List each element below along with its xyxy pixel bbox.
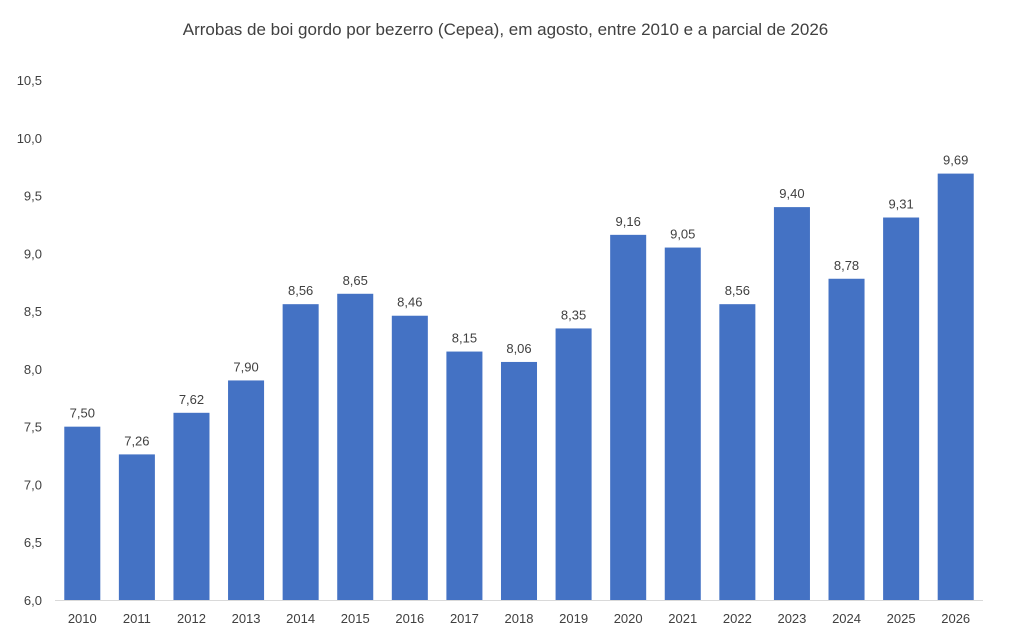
bar-2024 [828,278,865,600]
data-label-2014: 8,56 [288,283,313,298]
bar-2022 [719,304,756,600]
data-label-2013: 7,90 [233,359,258,374]
x-tick-label: 2010 [68,611,97,626]
y-tick-label: 7,5 [24,420,42,435]
bar-2014 [282,304,319,600]
bar-2023 [773,207,810,600]
data-label-2015: 8,65 [343,273,368,288]
data-label-2016: 8,46 [397,295,422,310]
y-tick-label: 9,5 [24,189,42,204]
data-label-2019: 8,35 [561,307,586,322]
bar-2013 [228,380,265,600]
x-tick-label: 2019 [559,611,588,626]
bar-2010 [64,426,101,600]
x-tick-label: 2021 [668,611,697,626]
x-tick-label: 2014 [286,611,315,626]
y-tick-label: 9,0 [24,246,42,261]
x-tick-label: 2015 [341,611,370,626]
y-tick-label: 6,5 [24,535,42,550]
data-label-2023: 9,40 [779,186,804,201]
x-tick-label: 2011 [123,611,151,626]
bar-2012 [173,412,210,600]
y-tick-label: 6,0 [24,593,42,608]
y-tick-label: 7,0 [24,477,42,492]
bar-2016 [391,315,428,600]
bar-2021 [664,247,701,601]
data-label-2022: 8,56 [725,283,750,298]
bar-2017 [446,351,483,600]
x-axis-ticks: 2010 2011 2012 2013 2014 2015 2016 2017 2018 2019… [68,611,970,626]
x-tick-label: 2025 [887,611,916,626]
data-label-2018: 8,06 [506,341,531,356]
x-tick-label: 2012 [177,611,206,626]
x-tick-label: 2024 [832,611,861,626]
data-label-2024: 8,78 [834,258,859,273]
chart-title: Arrobas de boi gordo por bezerro (Cepea)… [182,20,829,39]
data-label-2011: 7,26 [124,433,149,448]
data-label-2021: 9,05 [670,227,695,242]
x-tick-label: 2026 [941,611,970,626]
data-label-2020: 9,16 [616,214,641,229]
x-tick-label: 2020 [614,611,643,626]
bar-2026 [937,173,974,600]
x-tick-label: 2023 [777,611,806,626]
data-label-2017: 8,15 [452,331,477,346]
y-tick-label: 10,0 [17,131,42,146]
y-tick-label: 10,5 [17,73,42,88]
x-tick-label: 2022 [723,611,752,626]
y-axis-ticks: 6,0 6,5 7,0 7,5 8,0 8,5 9,0 9,5 10,0 10,5 [17,73,42,608]
data-label-2012: 7,62 [179,392,204,407]
data-label-2010: 7,50 [70,406,95,421]
x-tick-label: 2016 [395,611,424,626]
bar-2011 [118,454,155,600]
bar-2015 [337,293,374,600]
x-tick-label: 2018 [505,611,534,626]
data-label-2025: 9,31 [888,197,913,212]
data-labels: 7,50 7,26 7,62 7,90 8,56 8,65 8,46 8,15 8,06 8,35… [70,153,969,449]
bar-2019 [555,328,592,600]
bar-2025 [883,217,920,600]
y-tick-label: 8,0 [24,362,42,377]
y-tick-label: 8,5 [24,304,42,319]
data-label-2026: 9,69 [943,153,968,168]
bar-2018 [500,361,538,600]
bar-2020 [610,234,647,600]
x-tick-label: 2017 [450,611,479,626]
bars [64,173,974,601]
x-tick-label: 2013 [232,611,261,626]
